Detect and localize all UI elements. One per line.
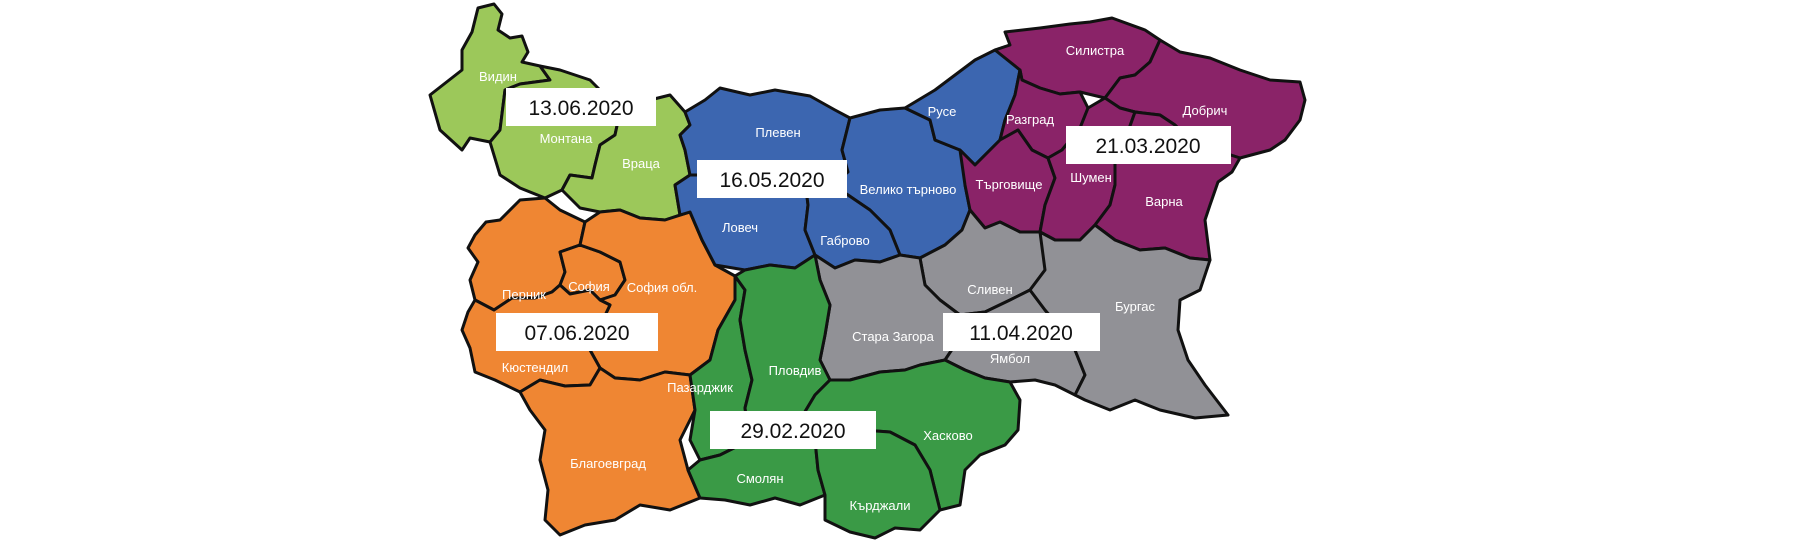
- date-box-north-central: 16.05.2020: [697, 160, 847, 198]
- label-pernik: Перник: [502, 287, 546, 302]
- date-box-northwest: 13.06.2020: [506, 88, 656, 126]
- label-smolyan: Смолян: [736, 471, 783, 486]
- date-north-central: 16.05.2020: [719, 169, 824, 192]
- label-ruse: Русе: [928, 104, 957, 119]
- label-razgrad: Разград: [1006, 112, 1054, 127]
- label-kyustendil: Кюстендил: [502, 360, 568, 375]
- label-plovdiv: Пловдив: [769, 363, 822, 378]
- label-pazardzhik: Пазарджик: [667, 380, 733, 395]
- label-silistra: Силистра: [1066, 43, 1125, 58]
- label-sliven: Сливен: [967, 282, 1012, 297]
- date-southwest: 07.06.2020: [524, 322, 629, 345]
- label-targovishte: Търговище: [976, 177, 1043, 192]
- label-burgas: Бургас: [1115, 299, 1156, 314]
- label-vidin: Видин: [479, 69, 517, 84]
- region-labels: Видин Монтана Враца Плевен Ловеч Велико …: [479, 43, 1227, 513]
- label-dobrich: Добрич: [1183, 103, 1228, 118]
- label-varna: Варна: [1145, 194, 1183, 209]
- date-box-south-central: 29.02.2020: [710, 411, 876, 449]
- label-gabrovo: Габрово: [820, 233, 869, 248]
- date-southeast: 11.04.2020: [969, 322, 1073, 345]
- date-box-southeast: 11.04.2020: [943, 313, 1100, 351]
- label-vratsa: Враца: [622, 156, 661, 171]
- date-box-southwest: 07.06.2020: [496, 313, 658, 351]
- label-sofia-city: София: [568, 279, 610, 294]
- date-south-central: 29.02.2020: [740, 420, 845, 443]
- date-box-northeast: 21.03.2020: [1066, 126, 1231, 164]
- label-blagoevgrad: Благоевград: [570, 456, 646, 471]
- label-yambol: Ямбол: [990, 351, 1030, 366]
- date-northeast: 21.03.2020: [1095, 135, 1200, 158]
- label-montana: Монтана: [540, 131, 594, 146]
- date-northwest: 13.06.2020: [528, 97, 633, 120]
- label-haskovo: Хасково: [923, 428, 972, 443]
- label-kardzhali: Кърджали: [850, 498, 911, 513]
- label-sofia-obl: София обл.: [627, 280, 698, 295]
- label-stara-zagora: Стара Загора: [852, 329, 934, 344]
- label-shumen: Шумен: [1070, 170, 1112, 185]
- label-veliko-tarnovo: Велико търново: [860, 182, 957, 197]
- label-lovech: Ловеч: [722, 220, 758, 235]
- label-pleven: Плевен: [755, 125, 800, 140]
